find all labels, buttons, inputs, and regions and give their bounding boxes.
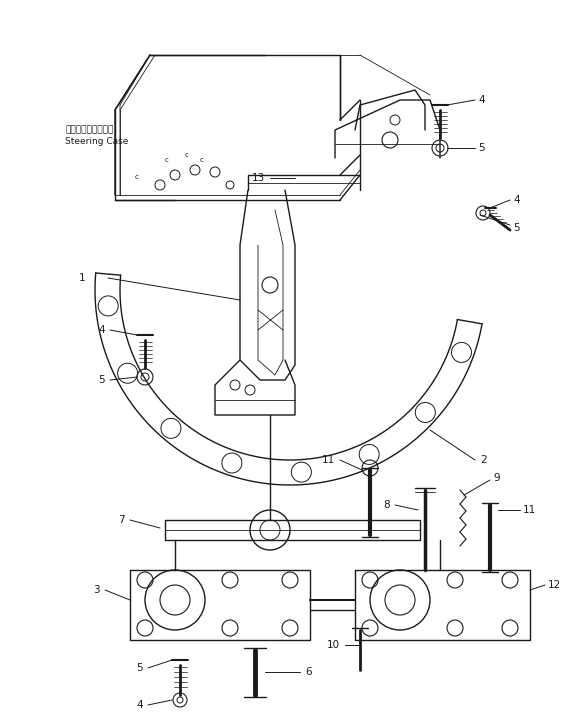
Text: 5: 5 [99,375,105,385]
Text: c: c [135,174,139,180]
Text: 8: 8 [384,500,390,510]
Text: 13: 13 [252,173,265,183]
Text: 4: 4 [99,325,105,335]
Text: 5: 5 [513,223,520,233]
Text: c: c [200,157,204,163]
Text: 4: 4 [513,195,520,205]
Text: 3: 3 [93,585,100,595]
Text: 10: 10 [327,640,340,650]
Text: Steering Case: Steering Case [65,138,128,146]
Text: c: c [165,157,169,163]
Text: 11: 11 [321,455,335,465]
Text: 1: 1 [79,273,85,283]
Text: 4: 4 [478,95,484,105]
Text: ステアリングケース: ステアリングケース [65,125,113,135]
Text: 9: 9 [493,473,500,483]
Text: 12: 12 [548,580,561,590]
Text: 5: 5 [478,143,484,153]
Text: c: c [185,152,189,158]
Text: 11: 11 [523,505,536,515]
Text: 6: 6 [305,667,312,677]
Text: 4: 4 [136,700,143,710]
Text: 2: 2 [480,455,487,465]
Text: 7: 7 [119,515,125,525]
Text: 5: 5 [136,663,143,673]
